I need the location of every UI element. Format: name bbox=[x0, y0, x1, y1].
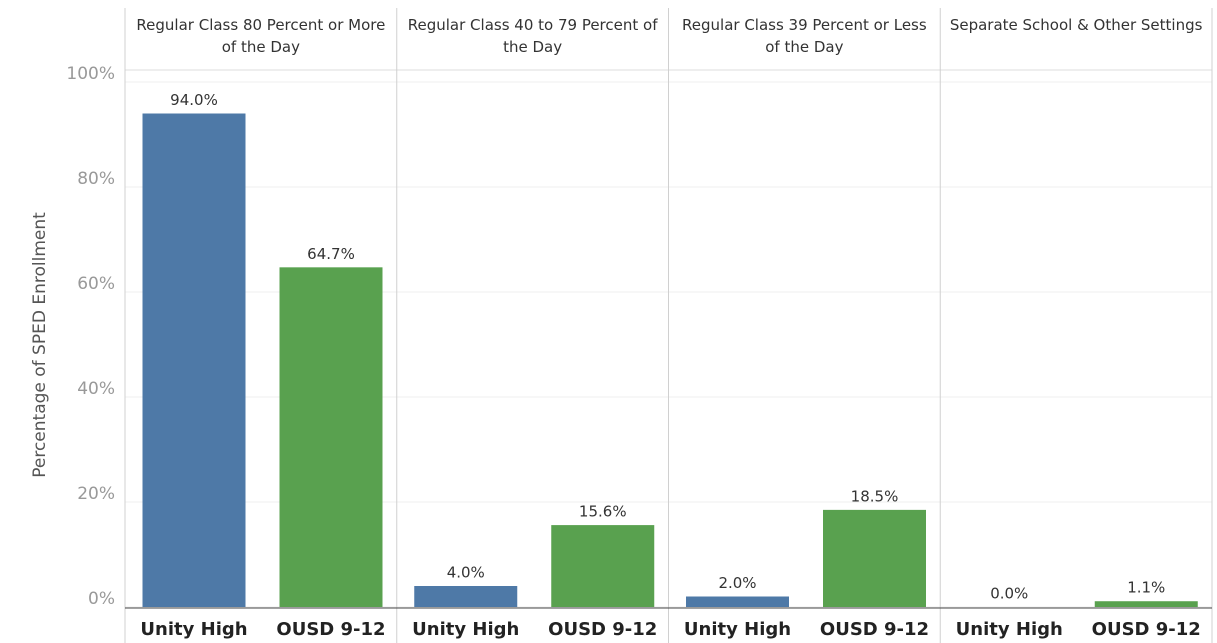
x-tick-label: OUSD 9-12 bbox=[820, 619, 929, 640]
value-label: 64.7% bbox=[307, 245, 355, 263]
y-tick-label: 0% bbox=[88, 589, 115, 609]
value-label: 4.0% bbox=[447, 564, 485, 582]
x-tick-label: OUSD 9-12 bbox=[1092, 619, 1201, 640]
x-tick-label: Unity High bbox=[956, 619, 1063, 640]
bar bbox=[1094, 601, 1198, 607]
x-tick-label: Unity High bbox=[684, 619, 791, 640]
y-tick-label: 20% bbox=[77, 484, 115, 504]
bar bbox=[823, 509, 926, 607]
y-tick-label: 40% bbox=[77, 379, 115, 399]
panel-header: Regular Class 40 to 79 Percent of the Da… bbox=[407, 16, 658, 56]
x-tick-label: Unity High bbox=[140, 619, 247, 640]
bar bbox=[279, 267, 383, 607]
value-label: 2.0% bbox=[718, 574, 756, 592]
bar bbox=[686, 596, 789, 607]
panel-header: Separate School & Other Settings bbox=[949, 16, 1203, 34]
value-label: 15.6% bbox=[579, 503, 627, 521]
y-tick-label: 60% bbox=[77, 274, 115, 294]
y-tick-label: 80% bbox=[77, 169, 115, 189]
x-tick-label: OUSD 9-12 bbox=[548, 619, 657, 640]
bar bbox=[551, 525, 655, 607]
y-axis-label: Percentage of SPED Enrollment bbox=[30, 212, 50, 478]
y-tick-label: 100% bbox=[66, 64, 115, 84]
panel-header: Regular Class 80 Percent or More of the … bbox=[136, 16, 386, 56]
bar bbox=[414, 586, 518, 607]
value-label: 18.5% bbox=[851, 487, 899, 505]
x-tick-label: Unity High bbox=[412, 619, 519, 640]
value-label: 0.0% bbox=[990, 585, 1028, 603]
panel-header: Regular Class 39 Percent or Less of the … bbox=[682, 16, 927, 56]
value-label: 1.1% bbox=[1127, 579, 1165, 597]
bar bbox=[142, 113, 246, 607]
value-label: 94.0% bbox=[170, 91, 218, 109]
x-tick-label: OUSD 9-12 bbox=[276, 619, 385, 640]
